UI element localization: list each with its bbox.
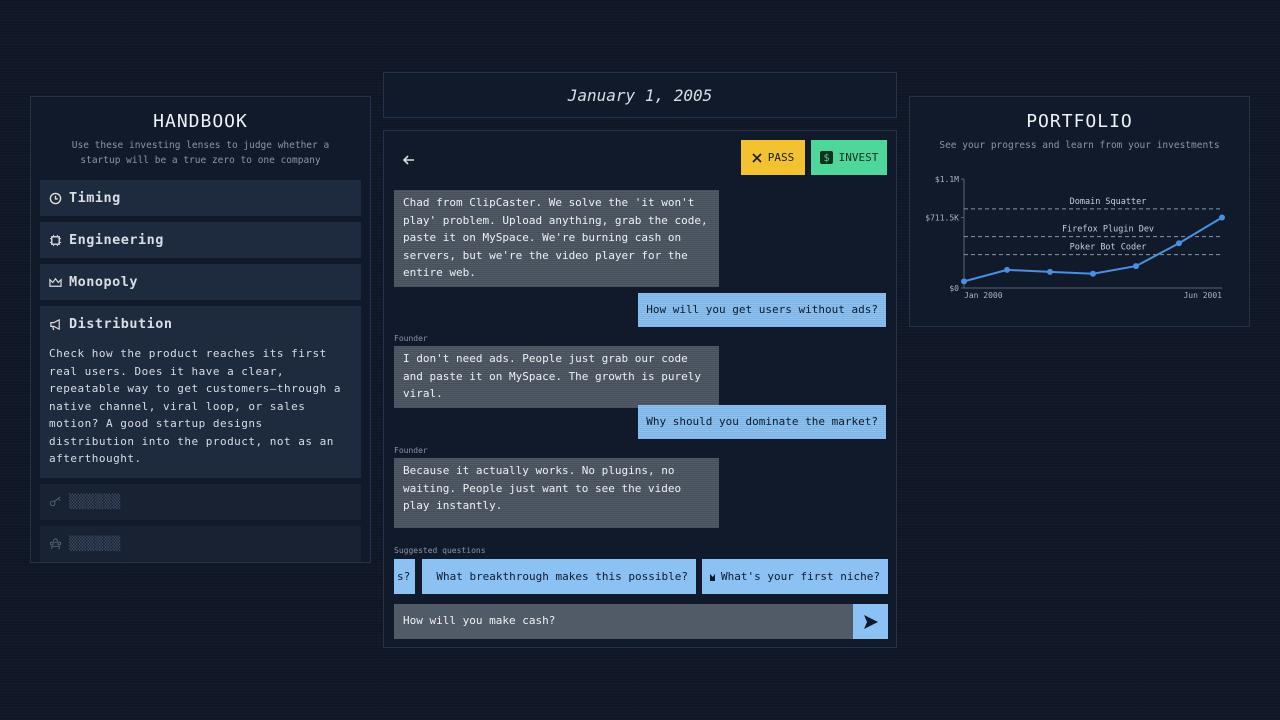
handbook-panel: HANDBOOK Use these investing lenses to j… — [30, 96, 371, 563]
user-message: How will you get users without ads? — [638, 293, 886, 327]
lens-label: ▒▒▒▒▒▒ — [69, 535, 121, 552]
lens[interactable]: Monopoly — [40, 264, 361, 300]
point — [1133, 263, 1139, 270]
lens-label: Distribution — [69, 316, 173, 332]
sender: Founder — [394, 334, 428, 343]
suggestion[interactable]: What's your first niche? — [702, 559, 888, 594]
point — [961, 278, 967, 285]
suggestion-text: What's your first niche? — [721, 570, 880, 583]
point — [1090, 270, 1096, 277]
lens-label: Timing — [69, 190, 121, 206]
chat-input[interactable]: How will you make cash? — [394, 604, 853, 639]
y-tick-label: $0 — [949, 284, 959, 293]
date: January 1, 2005 — [567, 85, 713, 105]
svg-text:$: $ — [823, 153, 829, 164]
back-button[interactable] — [402, 153, 416, 167]
date-box: January 1, 2005 — [383, 72, 897, 118]
title: PORTFOLIO — [1026, 111, 1133, 132]
subtitle: Use these investing lenses to judge whet… — [71, 140, 330, 166]
y-tick-label: $711.5K — [925, 213, 959, 222]
portfolio-panel: PORTFOLIO See your progress and learn fr… — [909, 96, 1250, 327]
chart: $0 $711.5K $1.1M Domain Squatter Firefox Plu… — [925, 175, 1225, 300]
suggestion-text: s? — [397, 570, 411, 583]
founder-message: Because it actually works. No plugins, n… — [394, 458, 719, 528]
x-tick-label: Jan 2000 — [964, 291, 1003, 300]
send-button[interactable] — [853, 604, 888, 639]
point — [1176, 240, 1182, 247]
locked-lens: ▒▒▒▒▒▒ — [40, 525, 361, 562]
suggestions-label: Suggested questions — [394, 546, 486, 555]
locked-lens: ▒▒▒▒▒▒ — [40, 483, 361, 520]
reference-label: Firefox Plugin Dev — [1062, 225, 1154, 235]
lens[interactable]: Timing — [40, 180, 361, 216]
lens-label: Engineering — [69, 232, 164, 248]
chat-panel: PASS $ INVEST Chad from ClipCaster. We so… — [383, 130, 897, 648]
sender: Founder — [394, 446, 428, 455]
invest-button[interactable]: $ INVEST — [811, 140, 887, 175]
lens-label: ▒▒▒▒▒▒ — [69, 493, 121, 510]
lens[interactable]: Engineering — [40, 222, 361, 258]
reference-label: Domain Squatter — [1070, 197, 1147, 207]
pass-button[interactable]: PASS — [741, 140, 805, 175]
reference-label: Poker Bot Coder — [1070, 243, 1147, 253]
lens-label: Monopoly — [69, 274, 139, 290]
suggestion-text: What breakthrough makes this possible? — [436, 570, 688, 583]
point — [1047, 268, 1053, 275]
lens-description: Check how the product reaches its first … — [49, 347, 342, 465]
point — [1219, 214, 1225, 221]
founder-message: I don't need ads. People just grab our c… — [394, 346, 719, 408]
lens[interactable]: Distribution Check how the product reache… — [40, 306, 361, 478]
founder-message: Chad from ClipCaster. We solve the 'it w… — [394, 190, 719, 287]
subtitle: See your progress and learn from your in… — [939, 140, 1220, 151]
point — [1004, 266, 1010, 273]
button-label: INVEST — [838, 151, 879, 164]
title: HANDBOOK — [153, 111, 248, 132]
user-message: Why should you dominate the market? — [638, 405, 886, 439]
x-tick-label: Jun 2001 — [1183, 291, 1222, 300]
y-tick-label: $1.1M — [935, 175, 959, 184]
input-text: How will you make cash? — [403, 614, 556, 627]
button-label: PASS — [767, 151, 795, 164]
suggestion[interactable]: What breakthrough makes this possible? — [422, 559, 696, 594]
suggestion[interactable]: s? — [394, 559, 415, 594]
